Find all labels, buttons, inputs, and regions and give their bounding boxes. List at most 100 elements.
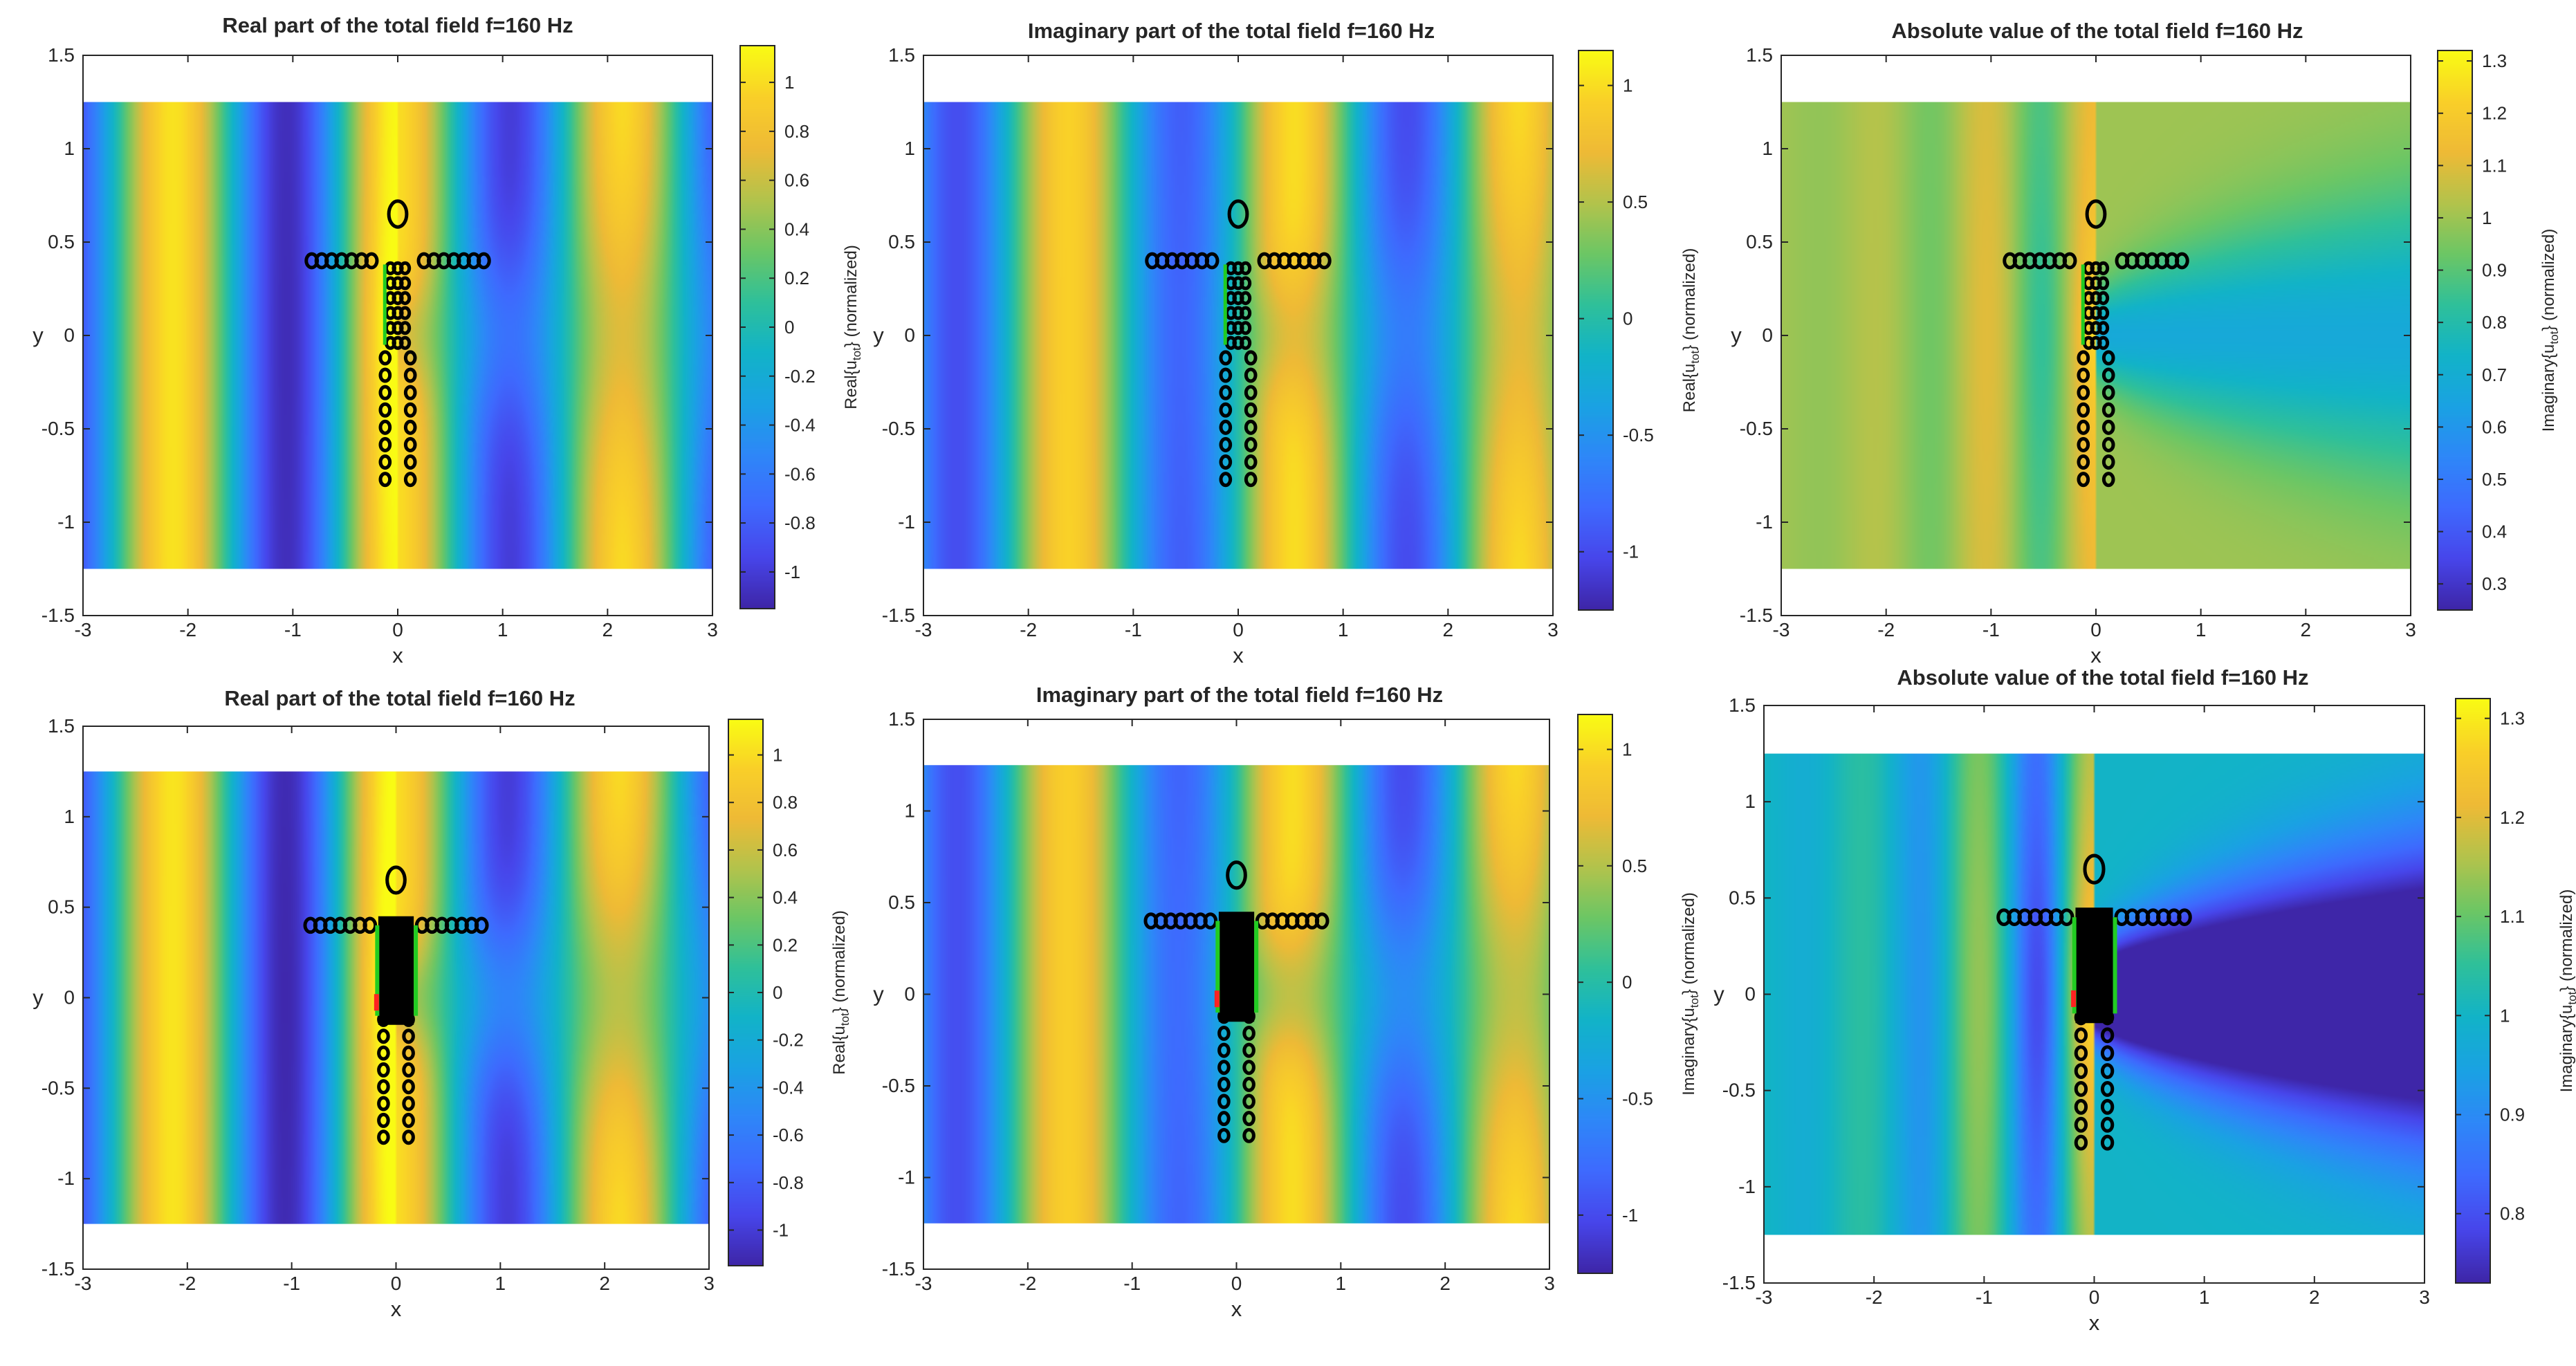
x-tick-label: -3 xyxy=(1773,619,1790,640)
y-axis-label: y xyxy=(1713,982,1724,1006)
y-tick-label: 1.5 xyxy=(48,715,75,737)
y-tick-label: 1.5 xyxy=(1729,694,1756,716)
y-tick-label: -0.5 xyxy=(1740,418,1773,439)
y-tick-label: -1.5 xyxy=(882,604,915,626)
body-model xyxy=(1996,853,2192,1151)
colorbar-label-tail: } (normalized) xyxy=(1680,892,1698,995)
leg-link-left xyxy=(1217,1127,1231,1143)
x-axis-label: x xyxy=(2090,643,2101,667)
colorbar-tick-label: 0.5 xyxy=(1623,192,1648,212)
x-tick-label: 2 xyxy=(2309,1286,2320,1308)
x-tick-label: 1 xyxy=(1338,619,1349,640)
chart-title: Real part of the total field f=160 Hz xyxy=(224,686,575,710)
colorbar-box xyxy=(2437,50,2473,611)
y-tick-label: -1 xyxy=(1738,1176,1756,1197)
leg-link-right xyxy=(402,1028,415,1044)
leg-link-left xyxy=(2074,1027,2088,1044)
leg-link-right xyxy=(2101,402,2115,418)
y-tick-label: -0.5 xyxy=(882,418,915,439)
leg-link-right xyxy=(2100,1080,2115,1097)
arm-link-left xyxy=(364,252,379,270)
leg-link-left xyxy=(2074,1134,2088,1151)
leg-link-right xyxy=(1244,385,1258,400)
x-tick-label: 3 xyxy=(2419,1286,2430,1308)
colorbar-label-subscript: tot xyxy=(1688,995,1701,1008)
colorbar-tick-label: 0.8 xyxy=(2482,312,2507,333)
leg-link-right xyxy=(1244,350,1258,366)
torso-solid xyxy=(2075,907,2113,1024)
torso-link xyxy=(399,306,412,320)
x-tick-label: -1 xyxy=(1976,1286,1993,1308)
torso-link xyxy=(1240,290,1252,306)
leg-link-right xyxy=(2101,419,2115,435)
leg-link-right xyxy=(1244,436,1258,452)
y-tick-label: -0.5 xyxy=(882,1075,915,1096)
x-axis-label: x xyxy=(392,643,403,667)
x-axis-label: x xyxy=(2089,1311,2100,1335)
y-tick-label: 1 xyxy=(1762,138,1773,159)
leg-link-left xyxy=(2077,350,2090,366)
colorbar-box xyxy=(1577,714,1613,1274)
y-tick-label: 0.5 xyxy=(48,231,75,252)
leg-link-left xyxy=(1217,1111,1231,1127)
leg-link-right xyxy=(2100,1027,2115,1044)
x-tick-label: 0 xyxy=(2089,1286,2100,1308)
torso-edge-strip xyxy=(414,925,418,1016)
leg-link-left xyxy=(2074,1080,2088,1097)
x-tick-label: -3 xyxy=(75,619,92,640)
colorbar-label-main: Imaginary{u xyxy=(2557,1005,2576,1093)
colorbar-label: Imaginary{utot} (normalized) xyxy=(2539,229,2561,432)
x-axis-label: x xyxy=(391,1297,402,1321)
head-outline xyxy=(2083,853,2106,885)
y-tick-label: -1.5 xyxy=(882,1258,915,1280)
x-tick-label: 1 xyxy=(495,1273,506,1294)
y-tick-label: 1 xyxy=(904,138,915,159)
colorbar-label-main: Imaginary{u xyxy=(2539,344,2558,432)
leg-link-left xyxy=(2077,402,2090,418)
colorbar-label-subscript: tot xyxy=(2548,331,2561,344)
leg-link-left xyxy=(378,385,392,400)
y-tick-label: 0.5 xyxy=(888,892,915,913)
chart-panel-6: -3 -2 -1 0 1 2 3 -1.5 -1 -0.5 0 0.5 1 1.5 Absolute val… xyxy=(1713,665,2576,1335)
colorbar-tick-label: 0.4 xyxy=(2482,522,2507,542)
arm-link-right xyxy=(416,252,432,270)
chart-title: Real part of the total field f=160 Hz xyxy=(222,13,573,37)
y-tick-label: 0.5 xyxy=(1746,231,1773,252)
colorbar: 0.3 0.4 0.5 0.6 0.7 0.8 0.9 1 1.1 1.2 1.3 Imaginary… xyxy=(2437,50,2561,611)
colorbar-tick-label: -0.8 xyxy=(773,1172,804,1193)
colorbar-tick-label: 1.3 xyxy=(2482,50,2507,71)
y-tick-label: -0.5 xyxy=(42,418,75,439)
x-tick-label: 0 xyxy=(392,619,403,640)
leg-link-right xyxy=(403,472,417,488)
colorbar-tick-label: 0.3 xyxy=(2482,573,2507,594)
colorbar-gradient xyxy=(740,46,775,609)
field-heatmap xyxy=(923,102,1553,569)
leg-link-right xyxy=(2100,1134,2115,1151)
x-tick-label: 3 xyxy=(1544,1273,1555,1294)
x-tick-label: 1 xyxy=(497,619,508,640)
torso-solid xyxy=(1218,912,1255,1022)
colorbar-tick-label: 0.2 xyxy=(773,934,798,955)
leg-link-right xyxy=(402,1096,415,1111)
x-tick-label: -1 xyxy=(1125,619,1142,640)
leg-link-left xyxy=(377,1129,390,1145)
chart-panel-2: -3 -2 -1 0 1 2 3 -1.5 -1 -0.5 0 0.5 1 1.5 Imaginary pa… xyxy=(873,19,1702,667)
colorbar-label-tail: } (normalized) xyxy=(830,910,849,1013)
chart-title: Absolute value of the total field f=160 … xyxy=(1897,665,2308,690)
leg-link-left xyxy=(378,454,392,470)
colorbar-box xyxy=(2455,698,2491,1284)
colorbar: -1 -0.8 -0.6 -0.4 -0.2 0 0.2 0.4 0.6 0.8 1 Real{uto… xyxy=(739,45,863,609)
x-tick-label: 2 xyxy=(1443,619,1454,640)
body-model xyxy=(1143,860,1330,1143)
chart-panel-5: -3 -2 -1 0 1 2 3 -1.5 -1 -0.5 0 0.5 1 1.5 Imaginary pa… xyxy=(873,683,1701,1321)
leg-link-left xyxy=(1219,350,1233,366)
colorbar-tick-label: 0.9 xyxy=(2500,1105,2525,1125)
colorbar-tick-label: 1 xyxy=(784,72,794,93)
x-axis-label: x xyxy=(1231,1297,1242,1321)
torso-edge-strip xyxy=(1254,921,1259,1013)
y-tick-label: 1.5 xyxy=(888,44,915,66)
torso-edge-strip xyxy=(1223,264,1227,345)
leg-link-left xyxy=(378,367,392,383)
leg-link-left xyxy=(1217,1060,1231,1076)
leg-link-right xyxy=(1242,1060,1255,1076)
